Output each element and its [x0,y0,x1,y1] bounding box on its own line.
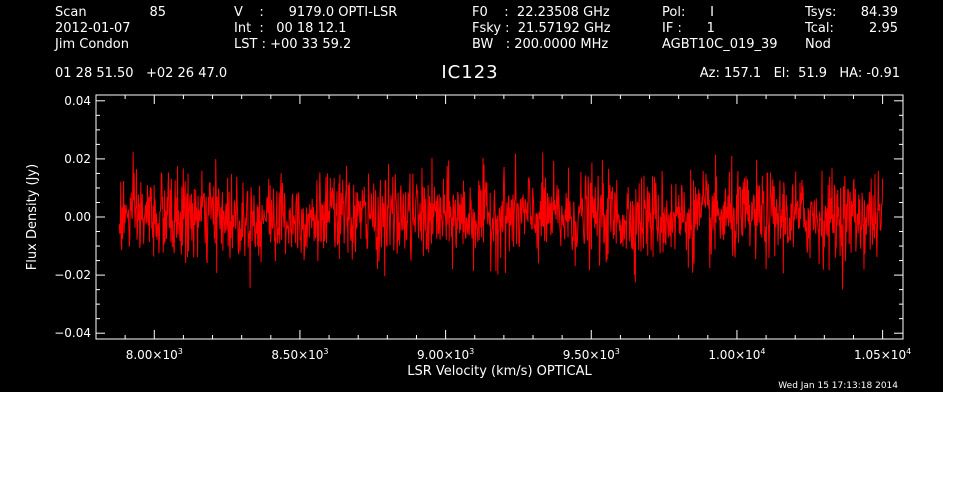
source-coordinates: 01 28 51.50 +02 26 47.0 [55,66,228,81]
observing-mode: Nod [805,37,831,52]
if-number: IF : 1 [662,21,715,36]
plot-panel: Scan 85 2012-01-07 Jim Condon V : 9179.0… [0,0,943,392]
flux-density-series [118,152,884,290]
x-tick-label: 8.00×103 [126,347,183,362]
plot-timestamp: Wed Jan 15 17:13:18 2014 [778,381,898,391]
tsys-value: 84.39 [860,5,898,20]
rest-frequency: F0 : 22.23508 GHz [472,5,610,20]
x-tick-label: 1.05×104 [854,347,911,362]
tcal-label: Tcal: [805,21,834,36]
observer-name: Jim Condon [55,37,129,52]
observation-date: 2012-01-07 [55,21,131,36]
tcal-value: 2.95 [869,21,898,36]
x-axis-label: LSR Velocity (km/s) OPTICAL [407,364,592,379]
x-tick-label: 9.50×103 [563,347,620,362]
x-tick-label: 1.00×104 [708,347,765,362]
integration-time: Int : 00 18 12.1 [234,21,347,36]
y-tick-label: −0.04 [54,326,91,340]
tsys-label: Tsys: [805,5,837,20]
project-id: AGBT10C_019_39 [662,37,778,52]
y-tick-label: 0.02 [64,152,91,166]
lst-info: LST : +00 33 59.2 [234,37,352,52]
scan-label: Scan [55,5,87,20]
y-tick-label: 0.00 [64,210,91,224]
x-tick-label: 9.00×103 [417,347,474,362]
y-tick-label: 0.04 [64,94,91,108]
y-axis-label: Flux Density (Jy) [25,164,40,270]
spectrum-chart: −0.04 −0.02 0.00 0.02 0.04 8.00×103 8.50×103 9.… [25,94,911,379]
source-name: IC123 [441,62,499,83]
pointing-info: Az: 157.1 El: 51.9 HA: -0.91 [699,66,900,81]
y-tick-label: −0.02 [54,268,91,282]
sky-frequency: Fsky : 21.57192 GHz [472,21,611,36]
velocity-info: V : 9179.0 OPTI-LSR [234,5,398,20]
x-tick-label: 8.50×103 [271,347,328,362]
bandwidth: BW : 200.0000 MHz [472,37,609,52]
polarization: Pol: I [662,5,714,20]
scan-number: 85 [149,5,166,20]
